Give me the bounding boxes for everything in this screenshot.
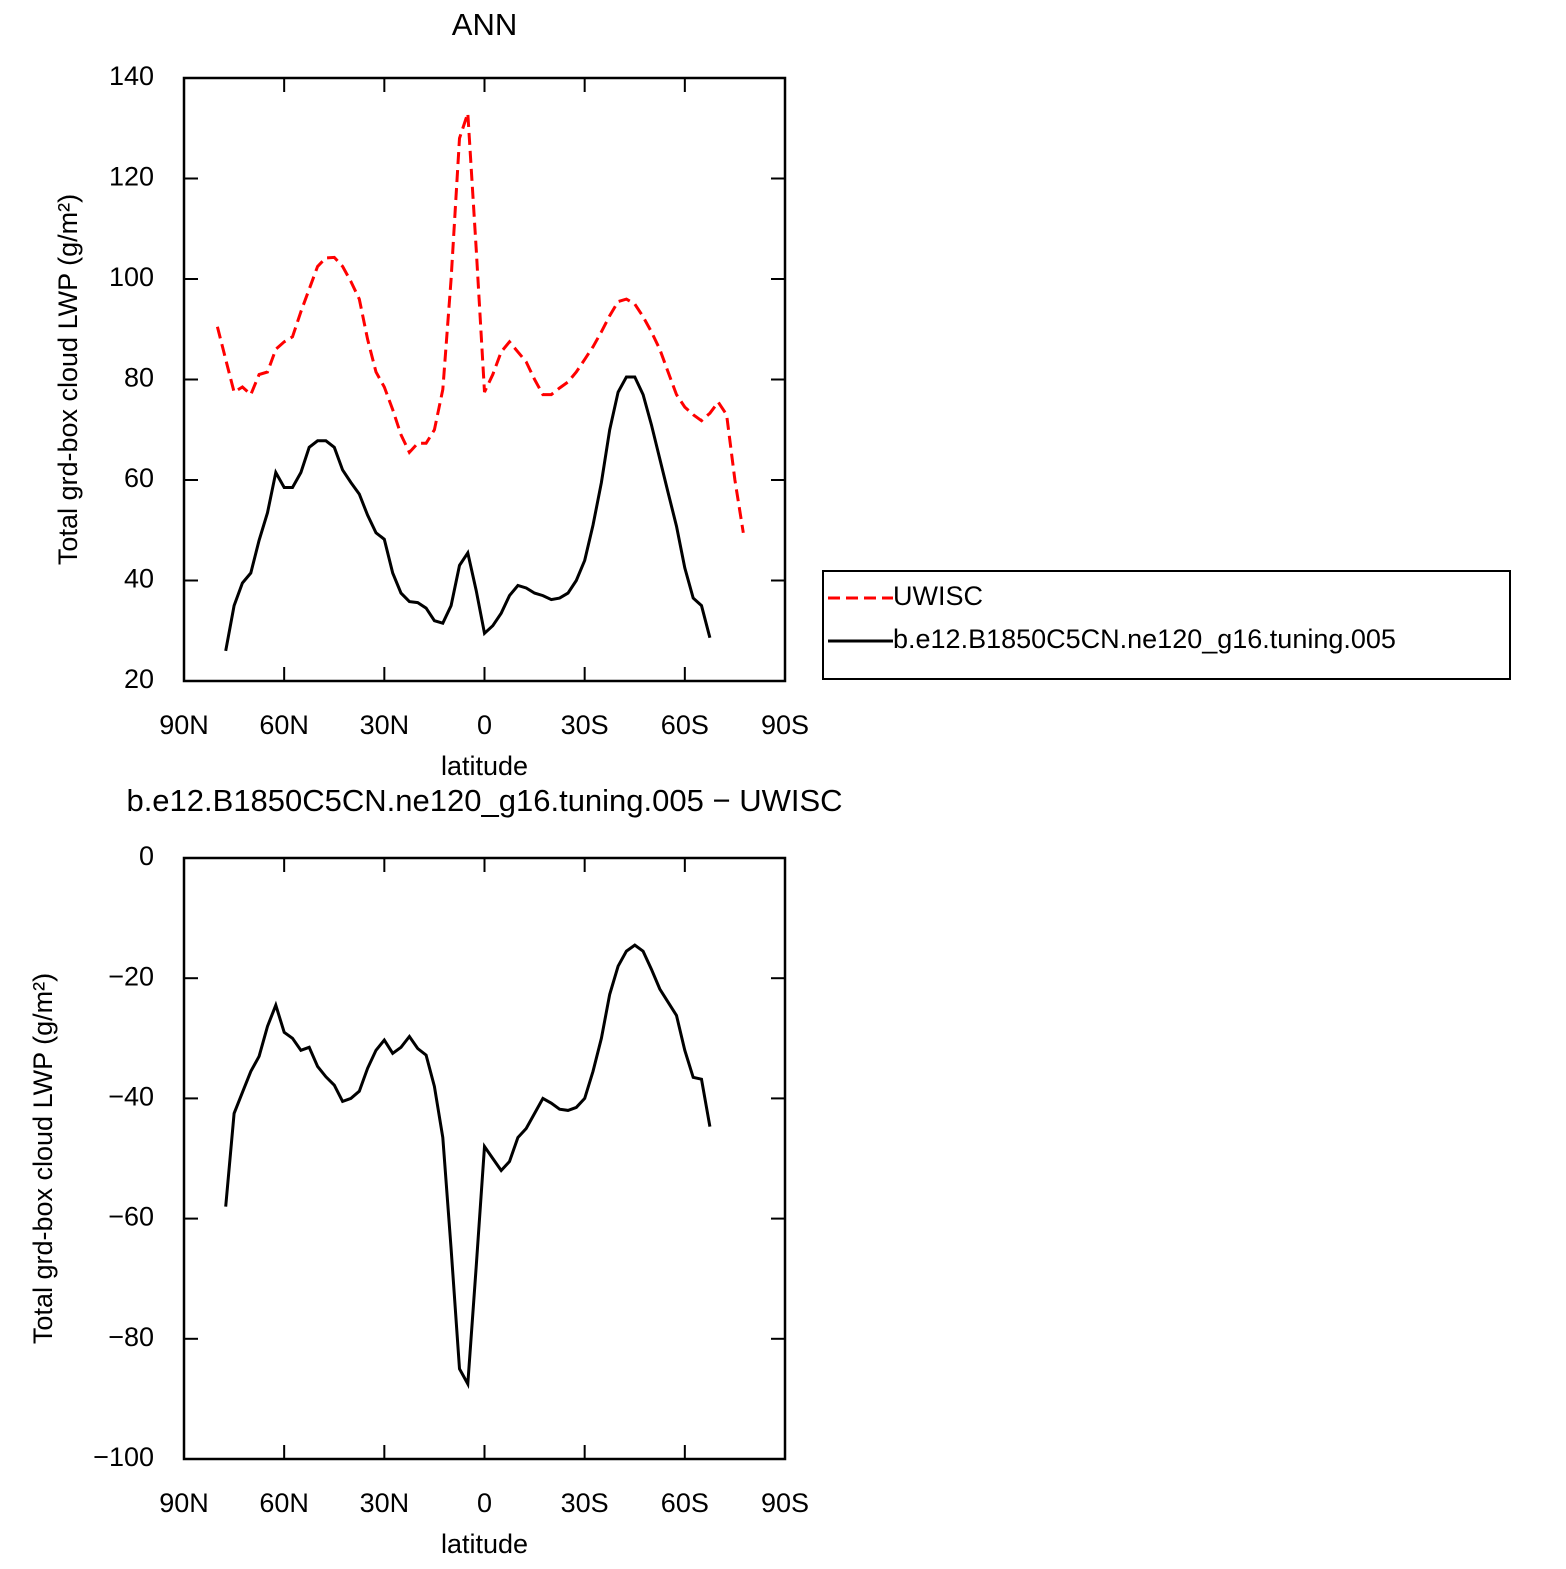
legend-box — [822, 570, 1511, 680]
y-tick-label: −80 — [108, 1322, 154, 1352]
y-tick-label: 140 — [109, 61, 154, 91]
plot-frame — [182, 76, 787, 683]
series-line — [224, 375, 712, 652]
y-axis-label: Total grd-box cloud LWP (g/m²) — [53, 194, 83, 565]
x-tick-label: 90S — [761, 1488, 809, 1518]
y-tick-label: 80 — [124, 363, 154, 393]
x-axis-label: latitude — [441, 1529, 528, 1559]
chart-title: b.e12.B1850C5CN.ne120_g16.tuning.005 − U… — [126, 783, 842, 818]
y-tick-label: 0 — [139, 841, 154, 871]
y-tick-label: −60 — [108, 1202, 154, 1232]
legend-label: b.e12.B1850C5CN.ne120_g16.tuning.005 — [893, 624, 1396, 654]
y-tick-label: −40 — [108, 1082, 154, 1112]
x-tick-label: 30N — [360, 1488, 410, 1518]
x-tick-label: 60N — [259, 710, 309, 740]
y-tick-label: 100 — [109, 262, 154, 292]
x-tick-label: 60N — [259, 1488, 309, 1518]
x-tick-label: 60S — [661, 1488, 709, 1518]
y-tick-label: 20 — [124, 664, 154, 694]
x-tick-label: 0 — [477, 1488, 492, 1518]
x-tick-label: 0 — [477, 710, 492, 740]
y-tick-label: −20 — [108, 961, 154, 991]
x-tick-label: 90N — [159, 710, 209, 740]
x-tick-label: 90N — [159, 1488, 209, 1518]
x-tick-label: 60S — [661, 710, 709, 740]
series-line — [224, 943, 712, 1390]
y-tick-label: 40 — [124, 564, 154, 594]
y-tick-label: 120 — [109, 162, 154, 192]
series-line — [215, 112, 745, 534]
x-tick-label: 90S — [761, 710, 809, 740]
y-tick-label: 60 — [124, 463, 154, 493]
y-tick-label: −100 — [93, 1442, 154, 1472]
plot-frame — [182, 856, 787, 1461]
x-tick-label: 30S — [561, 710, 609, 740]
x-tick-label: 30S — [561, 1488, 609, 1518]
x-axis-label: latitude — [441, 751, 528, 781]
chart-title: ANN — [452, 7, 517, 42]
legend-label: UWISC — [893, 581, 983, 611]
x-tick-label: 30N — [360, 710, 410, 740]
y-axis-label: Total grd-box cloud LWP (g/m²) — [28, 973, 58, 1344]
